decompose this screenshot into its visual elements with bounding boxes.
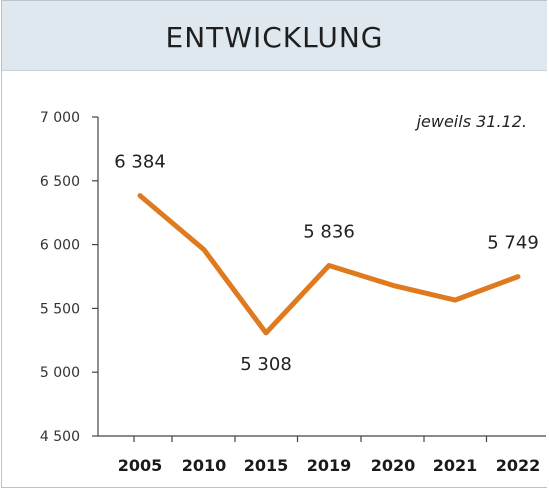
x-tick-label: 2015 [244,456,289,475]
chart-header: ENTWICKLUNG [2,1,547,71]
y-tick-label: 6 000 [40,238,80,254]
data-label: 5 836 [303,222,355,243]
x-tick-label: 2022 [496,456,541,475]
x-tick-label: 2019 [307,456,352,475]
y-axis-ticks: 7 000 6 500 6 000 5 500 5 000 4 500 [40,110,98,445]
y-tick-label: 4 500 [40,429,80,445]
x-tick-label: 2021 [433,456,478,475]
data-label: 5 308 [240,354,292,375]
chart-title: ENTWICKLUNG [165,21,384,54]
data-labels-group: 6 384 5 308 5 836 5 749 [114,152,539,375]
y-tick-label: 7 000 [40,110,80,126]
data-label: 6 384 [114,152,166,173]
x-tick-label: 2020 [371,456,416,475]
chart-axes [97,117,546,437]
series-line [137,193,521,336]
series-group [137,193,521,336]
y-tick-label: 6 500 [40,174,80,190]
y-tick-label: 5 000 [40,365,80,381]
x-tick-label: 2005 [118,456,163,475]
date-annotation: jeweils 31.12. [415,112,527,131]
data-label: 5 749 [487,233,539,254]
y-tick-label: 5 500 [40,301,80,317]
x-tick-label: 2010 [182,456,227,475]
x-axis-ticks: 2005 2010 2015 2019 2020 2021 2022 [118,436,541,475]
